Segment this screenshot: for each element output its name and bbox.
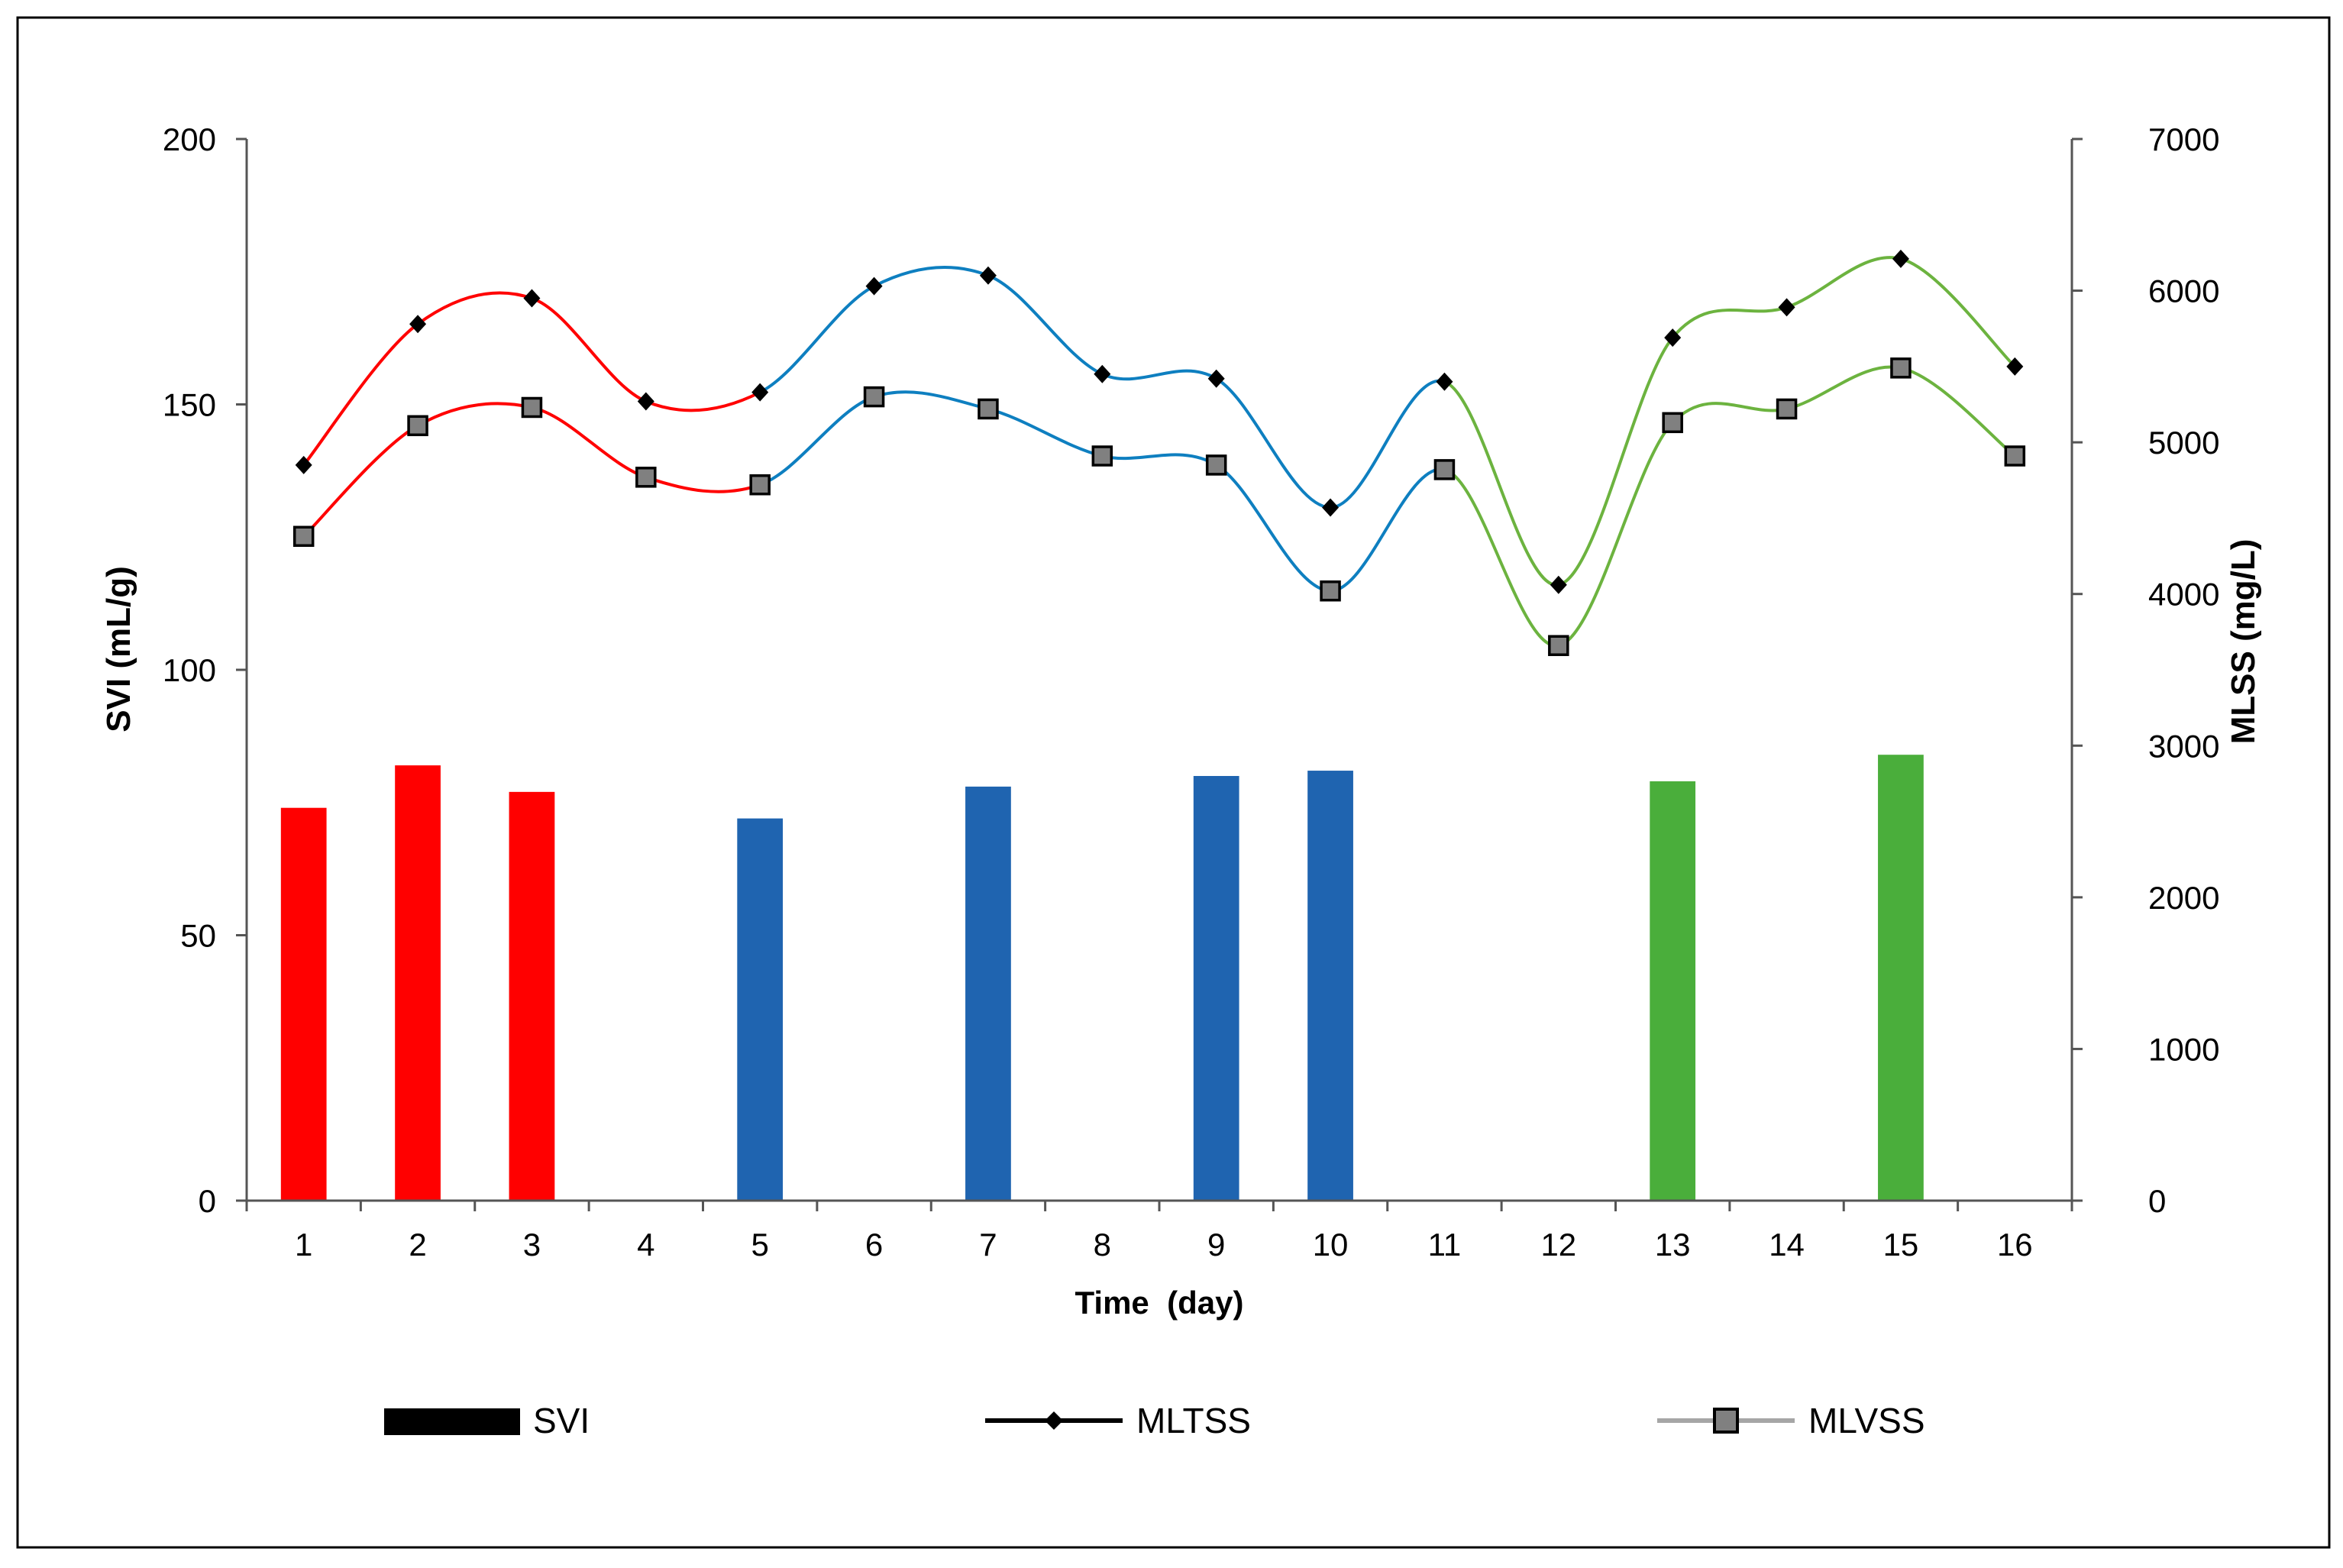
left-y-tick-label: 150 — [163, 387, 216, 423]
left-y-ticks: 0 50 100 150 200 — [163, 121, 247, 1219]
x-tick-label: 9 — [1207, 1227, 1225, 1262]
mltss-point — [523, 289, 541, 308]
right-y-tick-label: 6000 — [2148, 273, 2219, 309]
right-y-axis-label: MLSS (mg/L) — [2225, 539, 2262, 745]
x-axis-label: Time (day) — [1075, 1285, 1244, 1321]
mlvss-point — [1091, 445, 1113, 467]
mltss-point — [751, 383, 769, 402]
mltss-point — [1207, 369, 1225, 388]
x-tick-label: 16 — [1997, 1227, 2033, 1262]
right-y-tick-label: 1000 — [2148, 1031, 2219, 1067]
right-y-tick-label: 3000 — [2148, 728, 2219, 764]
mlvss-point — [1205, 454, 1227, 476]
mlvss-point — [863, 386, 885, 408]
mlss-markers — [292, 249, 2026, 656]
svi-bar — [965, 786, 1011, 1201]
mltss-point — [409, 315, 427, 334]
mlvss-point — [407, 415, 428, 437]
legend-mltss-diamond-icon — [1045, 1411, 1063, 1430]
mltss-point — [1892, 249, 1909, 268]
mlvss-point — [292, 525, 315, 548]
left-y-tick-label: 200 — [163, 121, 216, 157]
svi-bar — [737, 818, 784, 1201]
mlvss-point — [1433, 459, 1456, 480]
x-tick-label: 10 — [1313, 1227, 1349, 1262]
mltss-point — [1550, 575, 1567, 594]
x-tick-label: 3 — [523, 1227, 541, 1262]
svi-bar — [1878, 755, 1924, 1201]
mlvss-point — [749, 474, 771, 496]
right-y-tick-label: 2000 — [2148, 880, 2219, 916]
svi-bar — [1650, 781, 1696, 1201]
right-y-tick-label: 0 — [2148, 1183, 2166, 1219]
right-y-ticks: 0 1000 2000 3000 4000 5000 6000 7000 — [2072, 121, 2219, 1219]
left-y-tick-label: 100 — [163, 652, 216, 688]
legend-svi-label: SVI — [533, 1401, 590, 1440]
x-tick-label: 4 — [637, 1227, 654, 1262]
mltss-point — [979, 266, 997, 285]
x-tick-label: 13 — [1655, 1227, 1691, 1262]
x-tick-label: 11 — [1428, 1227, 1462, 1262]
mlvss-point — [521, 396, 543, 419]
mltss-point — [1094, 364, 1111, 383]
left-y-tick-label: 0 — [199, 1183, 216, 1219]
legend-svi-swatch — [384, 1408, 520, 1435]
x-tick-label: 14 — [1769, 1227, 1805, 1262]
mltss-point — [1664, 328, 1682, 348]
left-y-axis-label: SVI (mL/g) — [100, 566, 137, 732]
mlvss-point — [635, 467, 657, 488]
mltss-point — [1778, 298, 1795, 317]
mltss-point — [637, 392, 654, 411]
right-y-tick-label: 4000 — [2148, 577, 2219, 613]
mltss-point — [295, 455, 312, 474]
x-tick-label: 2 — [409, 1227, 426, 1262]
right-y-tick-label: 7000 — [2148, 121, 2219, 157]
legend-mlvss-square-icon — [1713, 1408, 1739, 1434]
mltss-point — [865, 276, 883, 296]
x-tick-label: 15 — [1883, 1227, 1919, 1262]
mlvss-point — [978, 398, 999, 420]
legend: SVI MLTSS MLVSS — [384, 1401, 1925, 1440]
mlvss-point — [1662, 412, 1683, 434]
mlvss-point — [2004, 445, 2026, 467]
left-y-tick-label: 50 — [180, 918, 216, 954]
x-tick-label: 12 — [1540, 1227, 1576, 1262]
x-tick-label: 5 — [751, 1227, 769, 1262]
legend-mlvss-label: MLVSS — [1808, 1401, 1925, 1440]
mlvss-point — [1890, 357, 1912, 379]
svi-bar — [509, 791, 555, 1201]
svi-bar — [1193, 776, 1239, 1201]
x-tick-label: 7 — [979, 1227, 997, 1262]
mlvss-point — [1776, 398, 1798, 420]
mlvss-point — [1548, 635, 1569, 656]
mltss-point — [2006, 357, 2024, 376]
mlvss-point — [1320, 580, 1341, 602]
svi-bars — [280, 755, 1924, 1201]
svi-bar — [280, 807, 327, 1201]
x-ticks: 1 2 3 4 5 6 7 8 9 10 11 12 13 14 15 16 — [245, 1201, 2073, 1262]
right-y-tick-label: 5000 — [2148, 425, 2219, 461]
x-tick-label: 6 — [865, 1227, 883, 1262]
x-tick-label: 8 — [1094, 1227, 1111, 1262]
mltss-point — [1436, 372, 1453, 391]
svi-bar — [395, 765, 441, 1201]
x-tick-label: 1 — [295, 1227, 312, 1262]
svi-bar — [1307, 771, 1353, 1201]
legend-mltss-label: MLTSS — [1136, 1401, 1251, 1440]
mltss-point — [1322, 498, 1340, 517]
